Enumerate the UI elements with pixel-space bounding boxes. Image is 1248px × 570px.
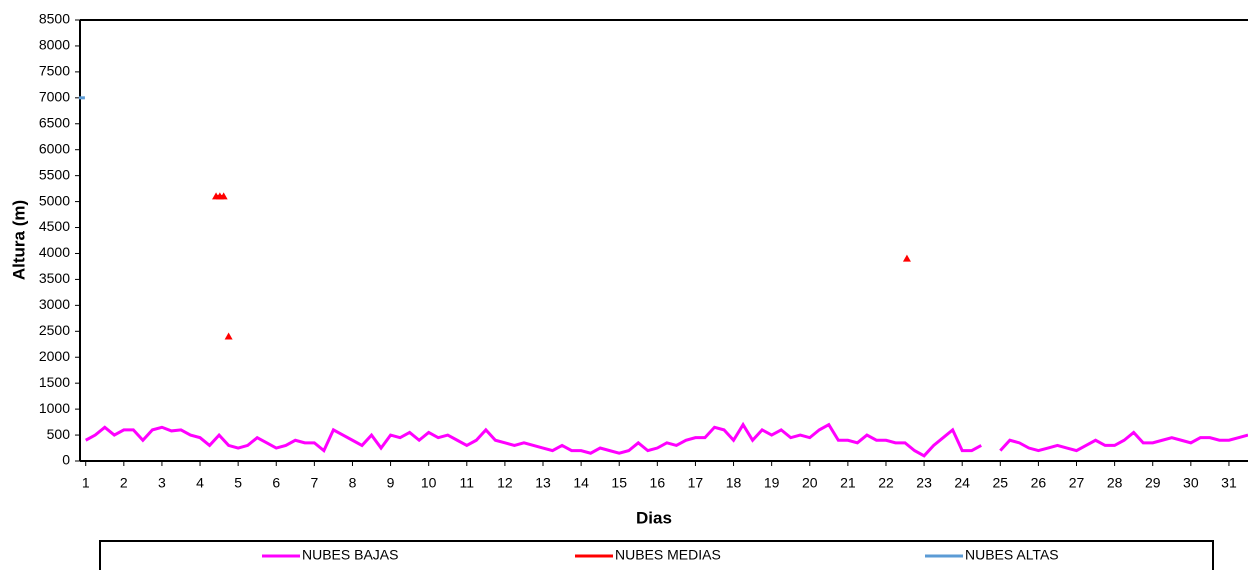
x-tick-label: 28 [1107, 475, 1123, 491]
x-tick-label: 24 [954, 475, 970, 491]
y-tick-label: 1500 [39, 374, 70, 390]
y-tick-label: 4000 [39, 244, 70, 260]
x-tick-label: 19 [764, 475, 780, 491]
x-tick-label: 23 [916, 475, 932, 491]
y-tick-label: 2500 [39, 322, 70, 338]
y-tick-label: 8000 [39, 37, 70, 53]
x-tick-label: 26 [1031, 475, 1047, 491]
y-tick-label: 3500 [39, 270, 70, 286]
x-tick-label: 2 [120, 475, 128, 491]
x-tick-label: 11 [460, 475, 475, 491]
x-tick-label: 9 [387, 475, 395, 491]
x-tick-label: 12 [497, 475, 513, 491]
y-tick-label: 4500 [39, 218, 70, 234]
x-tick-label: 7 [310, 475, 318, 491]
y-tick-label: 2000 [39, 348, 70, 364]
y-tick-label: 0 [62, 452, 70, 468]
y-tick-label: 8500 [39, 11, 70, 27]
x-tick-label: 22 [878, 475, 894, 491]
series-line [216, 196, 907, 258]
y-axis-title: Altura (m) [9, 200, 28, 280]
x-tick-label: 4 [196, 475, 204, 491]
y-tick-label: 7000 [39, 89, 70, 105]
x-tick-label: 31 [1221, 475, 1237, 491]
x-tick-label: 20 [802, 475, 818, 491]
legend-label: NUBES BAJAS [302, 547, 398, 563]
marker [902, 254, 911, 262]
x-tick-label: 29 [1145, 475, 1161, 491]
legend-label: NUBES MEDIAS [615, 547, 721, 563]
series-line [84, 421, 1248, 458]
x-tick-label: 18 [726, 475, 742, 491]
y-tick-label: 1000 [39, 400, 70, 416]
x-tick-label: 27 [1069, 475, 1085, 491]
x-tick-label: 1 [82, 475, 90, 491]
legend-label: NUBES ALTAS [965, 547, 1059, 563]
x-tick-label: 25 [993, 475, 1009, 491]
y-tick-label: 5500 [39, 166, 70, 182]
x-tick-label: 13 [535, 475, 551, 491]
y-tick-label: 6000 [39, 140, 70, 156]
x-tick-label: 3 [158, 475, 166, 491]
x-tick-label: 8 [349, 475, 357, 491]
y-tick-label: 3000 [39, 296, 70, 312]
x-tick-label: 16 [650, 475, 666, 491]
y-tick-label: 6500 [39, 114, 70, 130]
x-tick-label: 6 [272, 475, 280, 491]
x-axis-title: Dias [636, 508, 672, 527]
y-tick-label: 500 [47, 426, 71, 442]
x-tick-label: 14 [573, 475, 589, 491]
y-tick-label: 5000 [39, 192, 70, 208]
x-tick-label: 10 [421, 475, 437, 491]
x-tick-label: 21 [840, 475, 856, 491]
y-tick-label: 7500 [39, 63, 70, 79]
x-tick-label: 5 [234, 475, 242, 491]
marker [219, 192, 228, 200]
marker [224, 332, 233, 340]
x-tick-label: 15 [611, 475, 627, 491]
x-tick-label: 30 [1183, 475, 1199, 491]
x-tick-label: 17 [688, 475, 704, 491]
